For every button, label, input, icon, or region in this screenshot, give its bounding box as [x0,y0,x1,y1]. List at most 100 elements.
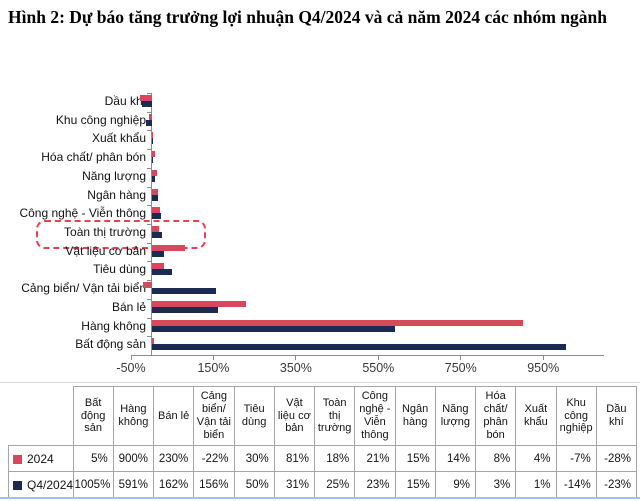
chart-bar-y2024 [151,188,158,195]
table-top-rule [0,382,640,383]
x-axis-tick [295,355,297,360]
chart-bar-y2024 [151,132,154,139]
legend-label-text: Q4/2024 [27,477,73,492]
chart-bar-y2024 [151,244,185,251]
table-header-row: Bất động sản Hàng không Bán lẻ Cảng biển/ V… [8,386,638,446]
chart-bar-q4-2024 [151,194,158,201]
legend-row-label: 2024 [8,445,74,472]
y-axis [151,93,153,355]
table-column-header: Bán lẻ [152,386,195,446]
x-axis-tick-label: 750% [444,360,477,375]
category-label: Xuất khẩu [91,131,146,146]
x-axis [131,354,604,356]
category-label: Vật liệu cơ bản [65,243,146,258]
chart-bar-y2024 [151,263,164,270]
y-axis-tick [147,242,152,244]
chart-bar-q4-2024 [151,157,153,164]
chart-bar-q4-2024 [151,344,566,351]
category-label: Dầu khí [104,94,146,108]
table-value-cell: 4% [515,445,557,472]
table-value-cell: 230% [152,445,195,472]
y-axis-tick [147,149,152,151]
y-axis-tick [147,167,152,169]
legend-swatch-icon [13,454,22,464]
chart-bar-q4-2024 [151,250,165,257]
table-row-q4-2024: Q4/2024 1005% 591% 162% 156% 50% 31% 25% 23% 15% 9… [8,471,638,498]
table-value-cell: 900% [112,445,155,472]
market-highlight-box [36,220,206,250]
y-axis-tick [147,261,152,263]
y-axis-tick [147,186,152,188]
category-label: Năng lượng [82,168,146,183]
table-column-header: Hàng không [112,386,155,446]
chart-bar-q4-2024 [151,306,219,313]
table-column-header: Vật liệu cơ bản [273,386,316,446]
chart-bar-y2024 [151,151,155,158]
legend-row-label: Q4/2024 [8,471,74,498]
chart-bar-q4-2024 [151,213,162,220]
x-axis-tick-label: -50% [116,360,146,375]
category-label: Bán lẻ [111,299,146,314]
chart-bar-y2024 [151,338,154,345]
table-column-header: Năng lượng [434,386,477,446]
table-value-cell: 8% [474,445,517,472]
table-column-header: Công nghệ - Viễn thông [354,386,396,446]
x-axis-tick [130,355,132,360]
figure-title: Hình 2: Dự báo tăng trưởng lợi nhuận Q4/… [8,7,608,27]
table-column-header: Bất động sản [72,386,114,446]
table-value-cell: 162% [152,471,195,498]
category-label: Bất động sản [75,337,146,352]
profit-growth-bar-chart: -50% 150% 350% 550% 750% 950% Dầu khí Khu công … [0,88,640,384]
table-value-cell: 9% [434,471,477,498]
table-value-cell: 30% [233,445,275,472]
table-value-cell: 156% [193,471,235,498]
chart-bar-q4-2024 [145,119,152,126]
x-axis-tick-label: 550% [362,360,395,375]
chart-bar-y2024 [148,113,152,120]
x-axis-tick-label: 350% [279,360,312,375]
table-value-cell: 15% [394,471,436,498]
x-axis-tick [542,355,544,360]
chart-bar-q4-2024 [142,101,152,107]
category-label: Hóa chất/ phân bón [41,150,146,165]
category-label: Ngân hàng [87,187,146,202]
category-label: Công nghệ - Viễn thông [19,206,146,221]
table-header-row: Bất động sản Hàng không Bán lẻ Cảng biển/ V… [8,386,638,446]
table-value-cell: 3% [474,471,517,498]
table-value-cell: 18% [313,445,356,472]
table-value-cell: -23% [595,471,638,498]
table-value-cell: 50% [233,471,275,498]
chart-bar-q4-2024 [151,138,153,145]
y-axis-tick [147,93,152,94]
chart-bar-q4-2024 [151,269,173,276]
chart-bar-q4-2024 [151,231,162,238]
chart-bar-y2024 [142,282,152,289]
table-column-header: Dầu khí [595,386,638,446]
table-column-header: Hóa chất/ phân bón [474,386,517,446]
y-axis-tick [147,336,152,338]
table-value-cell: 23% [354,471,396,498]
table-column-header: Tiêu dùng [233,386,275,446]
table-value-cell: -14% [555,471,597,498]
chart-bar-y2024 [140,95,152,101]
y-axis-tick [147,280,152,282]
x-axis-tick [377,355,379,360]
x-axis-tick [212,355,214,360]
table-value-cell: -28% [595,445,638,472]
chart-bar-y2024 [151,225,160,232]
table-value-cell: 591% [112,471,155,498]
legend-swatch-icon [13,480,22,490]
table-value-cell: 81% [273,445,316,472]
y-axis-tick [147,205,152,207]
chart-bar-y2024 [151,319,523,326]
chart-bar-y2024 [151,169,158,176]
table-blank-corner [8,386,73,446]
table-value-cell: 21% [354,445,396,472]
y-axis-tick [147,111,152,113]
chart-bar-y2024 [151,300,247,307]
table-row-2024: 2024 5% 900% 230% -22% 30% 81% 18% 21% 15% 14% 8% 4%… [8,445,638,472]
x-axis-tick-label: 150% [197,360,230,375]
chart-bar-y2024 [151,207,161,214]
table-column-header: Xuất khẩu [515,386,557,446]
table-value-cell: 1% [515,471,557,498]
